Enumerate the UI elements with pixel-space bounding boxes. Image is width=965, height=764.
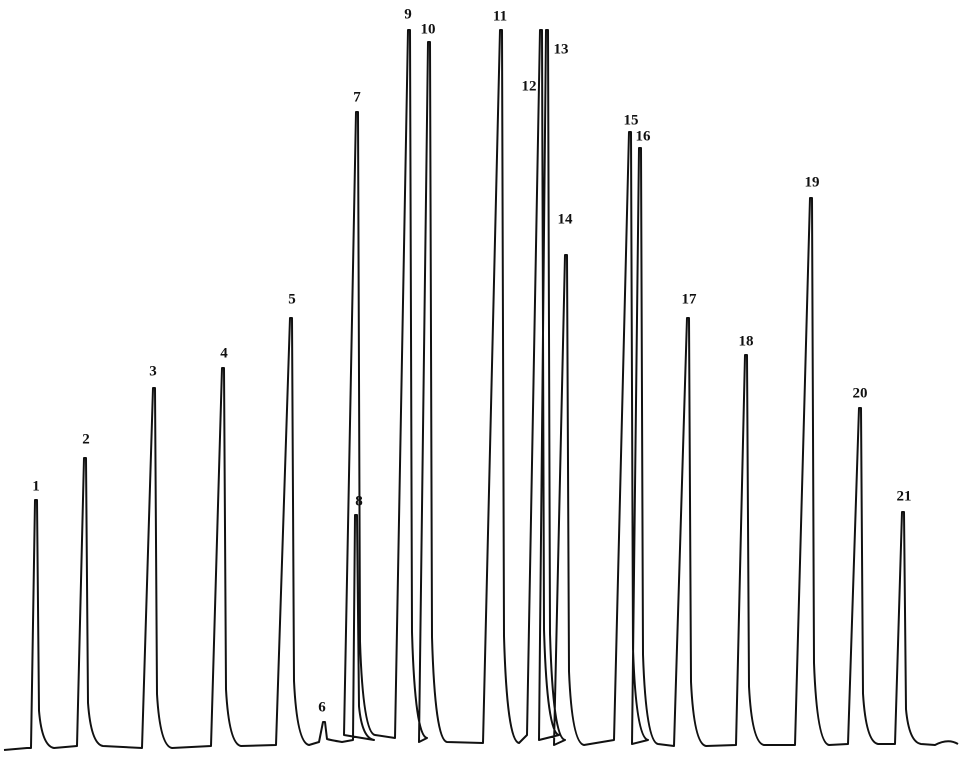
peak-label: 10	[421, 21, 436, 37]
peak-label: 7	[353, 89, 361, 105]
peak-label: 17	[682, 291, 698, 307]
peak-label: 5	[288, 291, 296, 307]
peak-label: 20	[853, 385, 868, 401]
peak-label: 12	[522, 78, 537, 94]
peak-label: 6	[318, 699, 326, 715]
peak-label: 16	[636, 128, 652, 144]
peak-label: 18	[739, 333, 754, 349]
peak-label: 9	[404, 6, 412, 22]
peak-label: 3	[149, 363, 157, 379]
peak-label: 1	[32, 478, 40, 494]
trace	[3, 29, 959, 751]
peak-label: 15	[624, 112, 639, 128]
peak-label: 14	[558, 211, 574, 227]
peak-label: 2	[82, 431, 90, 447]
peak-label: 8	[355, 493, 363, 509]
peak-label: 4	[220, 345, 228, 361]
peak-label: 13	[554, 41, 569, 57]
peak-label: 21	[897, 488, 912, 504]
peak-label: 11	[493, 8, 507, 24]
peak-label: 19	[805, 174, 820, 190]
